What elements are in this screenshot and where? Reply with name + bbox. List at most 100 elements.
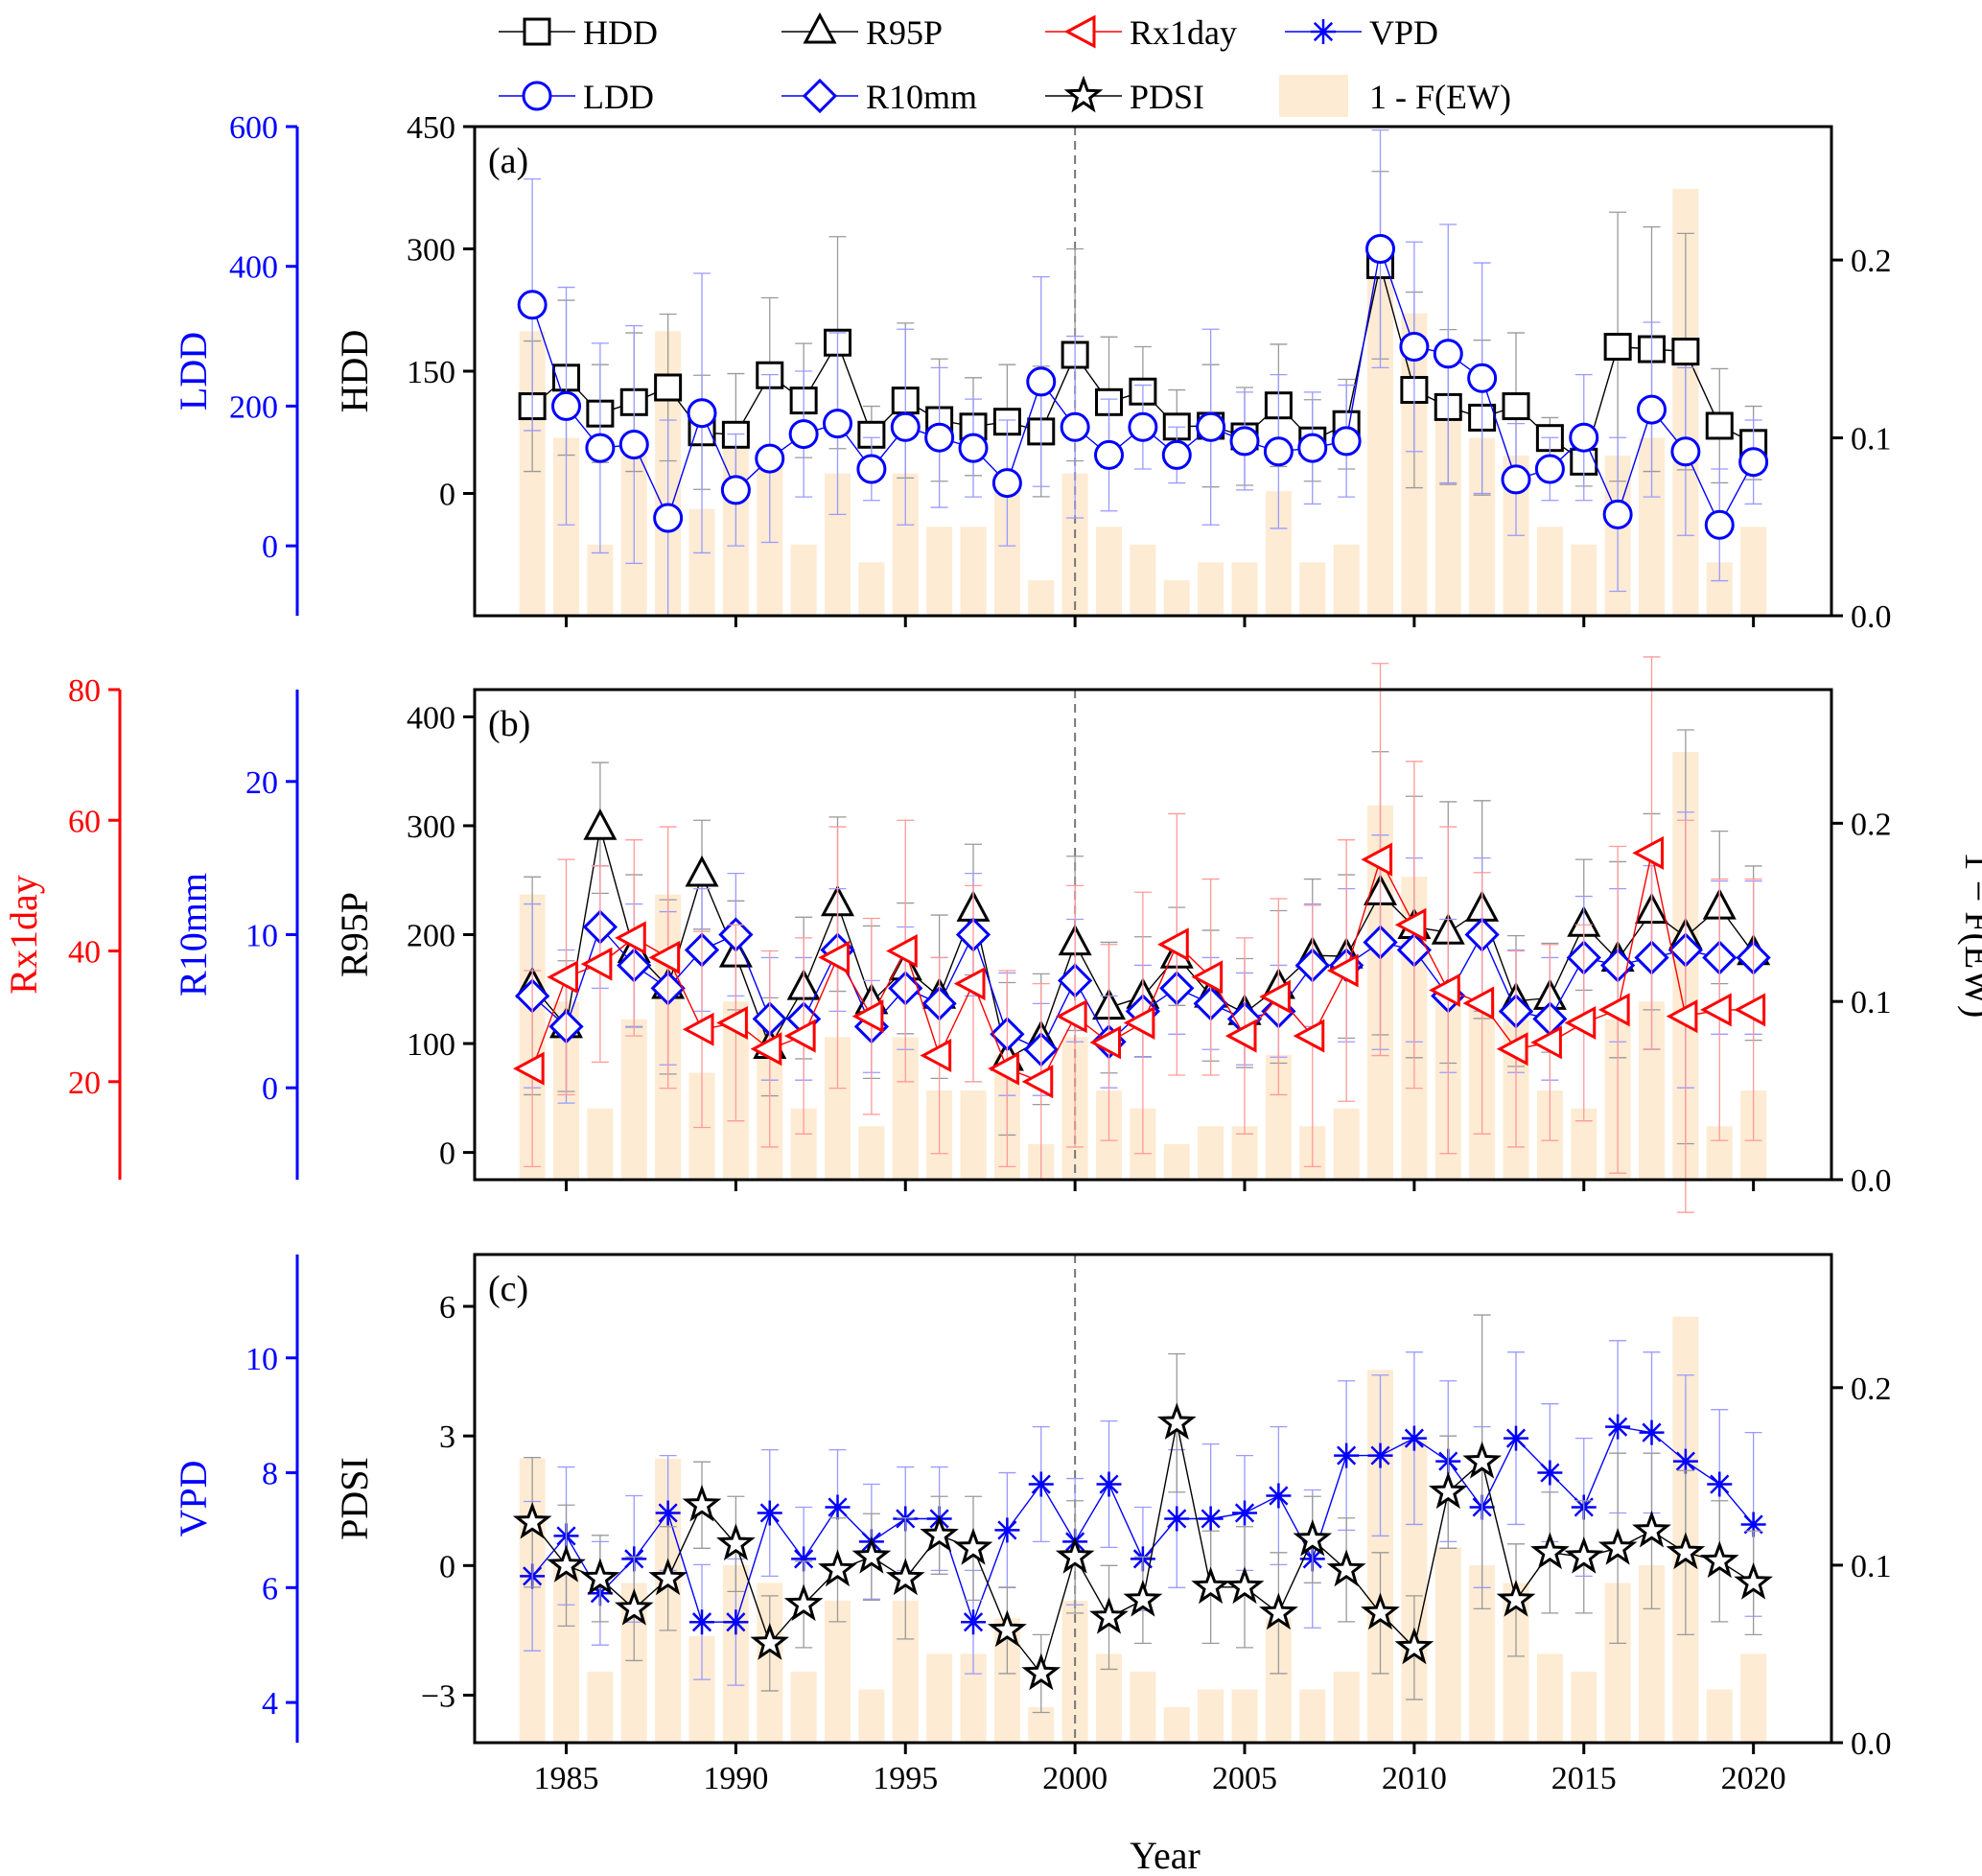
point-ldd-1985 xyxy=(551,390,582,421)
legend-marker-few xyxy=(1279,75,1348,117)
marker-triangle-left xyxy=(920,1039,952,1073)
marker-circle xyxy=(618,430,649,459)
marker-triangle-left xyxy=(1564,1005,1597,1040)
point-vpd-2006 xyxy=(1266,1483,1292,1509)
marker-asterisk xyxy=(1367,1442,1393,1468)
marker-circle xyxy=(924,422,955,453)
marker-circle xyxy=(517,290,548,320)
point-ldd-2009 xyxy=(1365,234,1396,264)
point-rx1day-2018 xyxy=(1666,999,1698,1034)
right-tick-label: 0.1 xyxy=(1851,422,1892,457)
extra-tick-label: 0 xyxy=(262,1071,278,1107)
marker-triangle-left xyxy=(886,934,918,969)
marker-triangle-left xyxy=(1361,842,1393,877)
right-tick-label: 0.1 xyxy=(1851,1549,1892,1584)
marker-triangle-left xyxy=(512,1051,545,1086)
point-vpd-2017 xyxy=(1639,1419,1665,1445)
marker-circle xyxy=(1704,509,1735,540)
marker-asterisk xyxy=(1401,1425,1427,1451)
point-pdsi-2015 xyxy=(1564,1536,1604,1574)
point-pdsi-2012 xyxy=(1462,1441,1502,1479)
marker-triangle-left xyxy=(1700,993,1732,1027)
marker-triangle-left xyxy=(750,1032,782,1067)
y-tick-label: 150 xyxy=(407,355,455,390)
point-rx1day-2016 xyxy=(1597,993,1630,1027)
marker-circle xyxy=(1161,439,1192,470)
point-pdsi-2008 xyxy=(1326,1549,1366,1587)
point-vpd-1993 xyxy=(825,1494,851,1520)
point-ldd-2013 xyxy=(1501,464,1531,495)
marker-circle xyxy=(958,433,989,463)
point-rx1day-2013 xyxy=(1496,1032,1528,1067)
marker-circle xyxy=(585,433,616,463)
point-pdsi-2009 xyxy=(1361,1592,1400,1630)
point-rx1day-2000 xyxy=(1055,999,1087,1034)
panel-c: (c) 1985 1990 1995 2000 2005 2010 2015 2020 −3 0 3 6… xyxy=(172,1253,1892,1796)
point-pdsi-1990 xyxy=(716,1523,756,1561)
marker-asterisk xyxy=(1028,1471,1054,1497)
marker-triangle-left xyxy=(851,999,884,1034)
point-rx1day-1993 xyxy=(818,940,851,974)
point-pdsi-2007 xyxy=(1293,1518,1333,1557)
x-axis-label: Year xyxy=(1130,1834,1201,1876)
legend-item-pdsi: PDSI xyxy=(1045,75,1204,116)
point-pdsi-2006 xyxy=(1259,1592,1298,1630)
x-axis xyxy=(565,1180,1756,1191)
point-ldd-2008 xyxy=(1331,426,1362,457)
extra-axis-ldd: 0 200 400 600 LDD xyxy=(172,110,299,616)
bar-2004 xyxy=(1198,562,1224,616)
marker-circle xyxy=(788,419,819,450)
point-ldd-2014 xyxy=(1534,454,1565,484)
point-pdsi-1984 xyxy=(512,1501,552,1539)
marker-triangle-left xyxy=(1157,927,1189,962)
marker-star xyxy=(1496,1580,1536,1617)
marker-triangle-left xyxy=(1123,1005,1155,1040)
bar-2003 xyxy=(1163,1143,1190,1180)
marker-star xyxy=(1597,1527,1638,1565)
marker-star xyxy=(648,1558,688,1596)
bar-1999 xyxy=(1028,1706,1055,1743)
point-hdd-2013 xyxy=(1502,392,1530,421)
point-pdsi-1991 xyxy=(750,1623,790,1660)
extra-axis-vpd: 4 6 8 10 VPD xyxy=(172,1255,299,1743)
point-ldd-1990 xyxy=(720,475,751,505)
bar-2005 xyxy=(1231,562,1258,616)
extra-tick-label: 200 xyxy=(229,389,278,425)
point-pdsi-2011 xyxy=(1428,1471,1468,1510)
bar-2019 xyxy=(1706,1689,1733,1743)
point-vpd-2003 xyxy=(1164,1506,1190,1532)
bar-2003 xyxy=(1163,1706,1190,1743)
marker-circle xyxy=(1263,436,1294,467)
primary-axis-r95p: 0 100 200 300 400 R95P xyxy=(333,700,475,1172)
extra-tick-label: 10 xyxy=(245,1342,278,1377)
point-rx1day-1989 xyxy=(682,1012,714,1046)
point-ldd-1999 xyxy=(1026,366,1057,397)
marker-diamond xyxy=(802,78,838,114)
point-vpd-1998 xyxy=(994,1517,1020,1543)
marker-circle xyxy=(1060,411,1090,442)
y-tick-label: 450 xyxy=(407,110,455,146)
bar-1986 xyxy=(587,1108,614,1180)
point-rx1day-2009 xyxy=(1361,842,1393,877)
point-vpd-2020 xyxy=(1740,1512,1766,1537)
point-vpd-1990 xyxy=(723,1609,749,1635)
marker-star xyxy=(783,1583,824,1622)
bar-2014 xyxy=(1536,1653,1563,1743)
x-tick-label-2000: 2000 xyxy=(1042,1761,1108,1796)
bar-1997 xyxy=(960,527,987,616)
point-ldd-2002 xyxy=(1128,411,1158,442)
legend-item-rx1day: Rx1day xyxy=(1045,13,1237,52)
right-axis: 0.0 0.1 0.2 xyxy=(1831,244,1892,635)
point-pdsi-1997 xyxy=(953,1527,993,1565)
extra-axis-title: R10mm xyxy=(172,873,215,997)
legend-item-vpd: VPD xyxy=(1285,13,1438,52)
point-ldd-2001 xyxy=(1094,439,1125,470)
y-tick-label: 3 xyxy=(439,1419,455,1455)
marker-star xyxy=(1632,1510,1671,1548)
marker-asterisk xyxy=(825,1494,851,1520)
legend-label-r95p: R95P xyxy=(866,13,943,52)
bar-2002 xyxy=(1130,544,1156,616)
bar-2007 xyxy=(1299,1689,1326,1743)
marker-star xyxy=(1123,1580,1163,1617)
point-pdsi-1989 xyxy=(682,1484,722,1522)
